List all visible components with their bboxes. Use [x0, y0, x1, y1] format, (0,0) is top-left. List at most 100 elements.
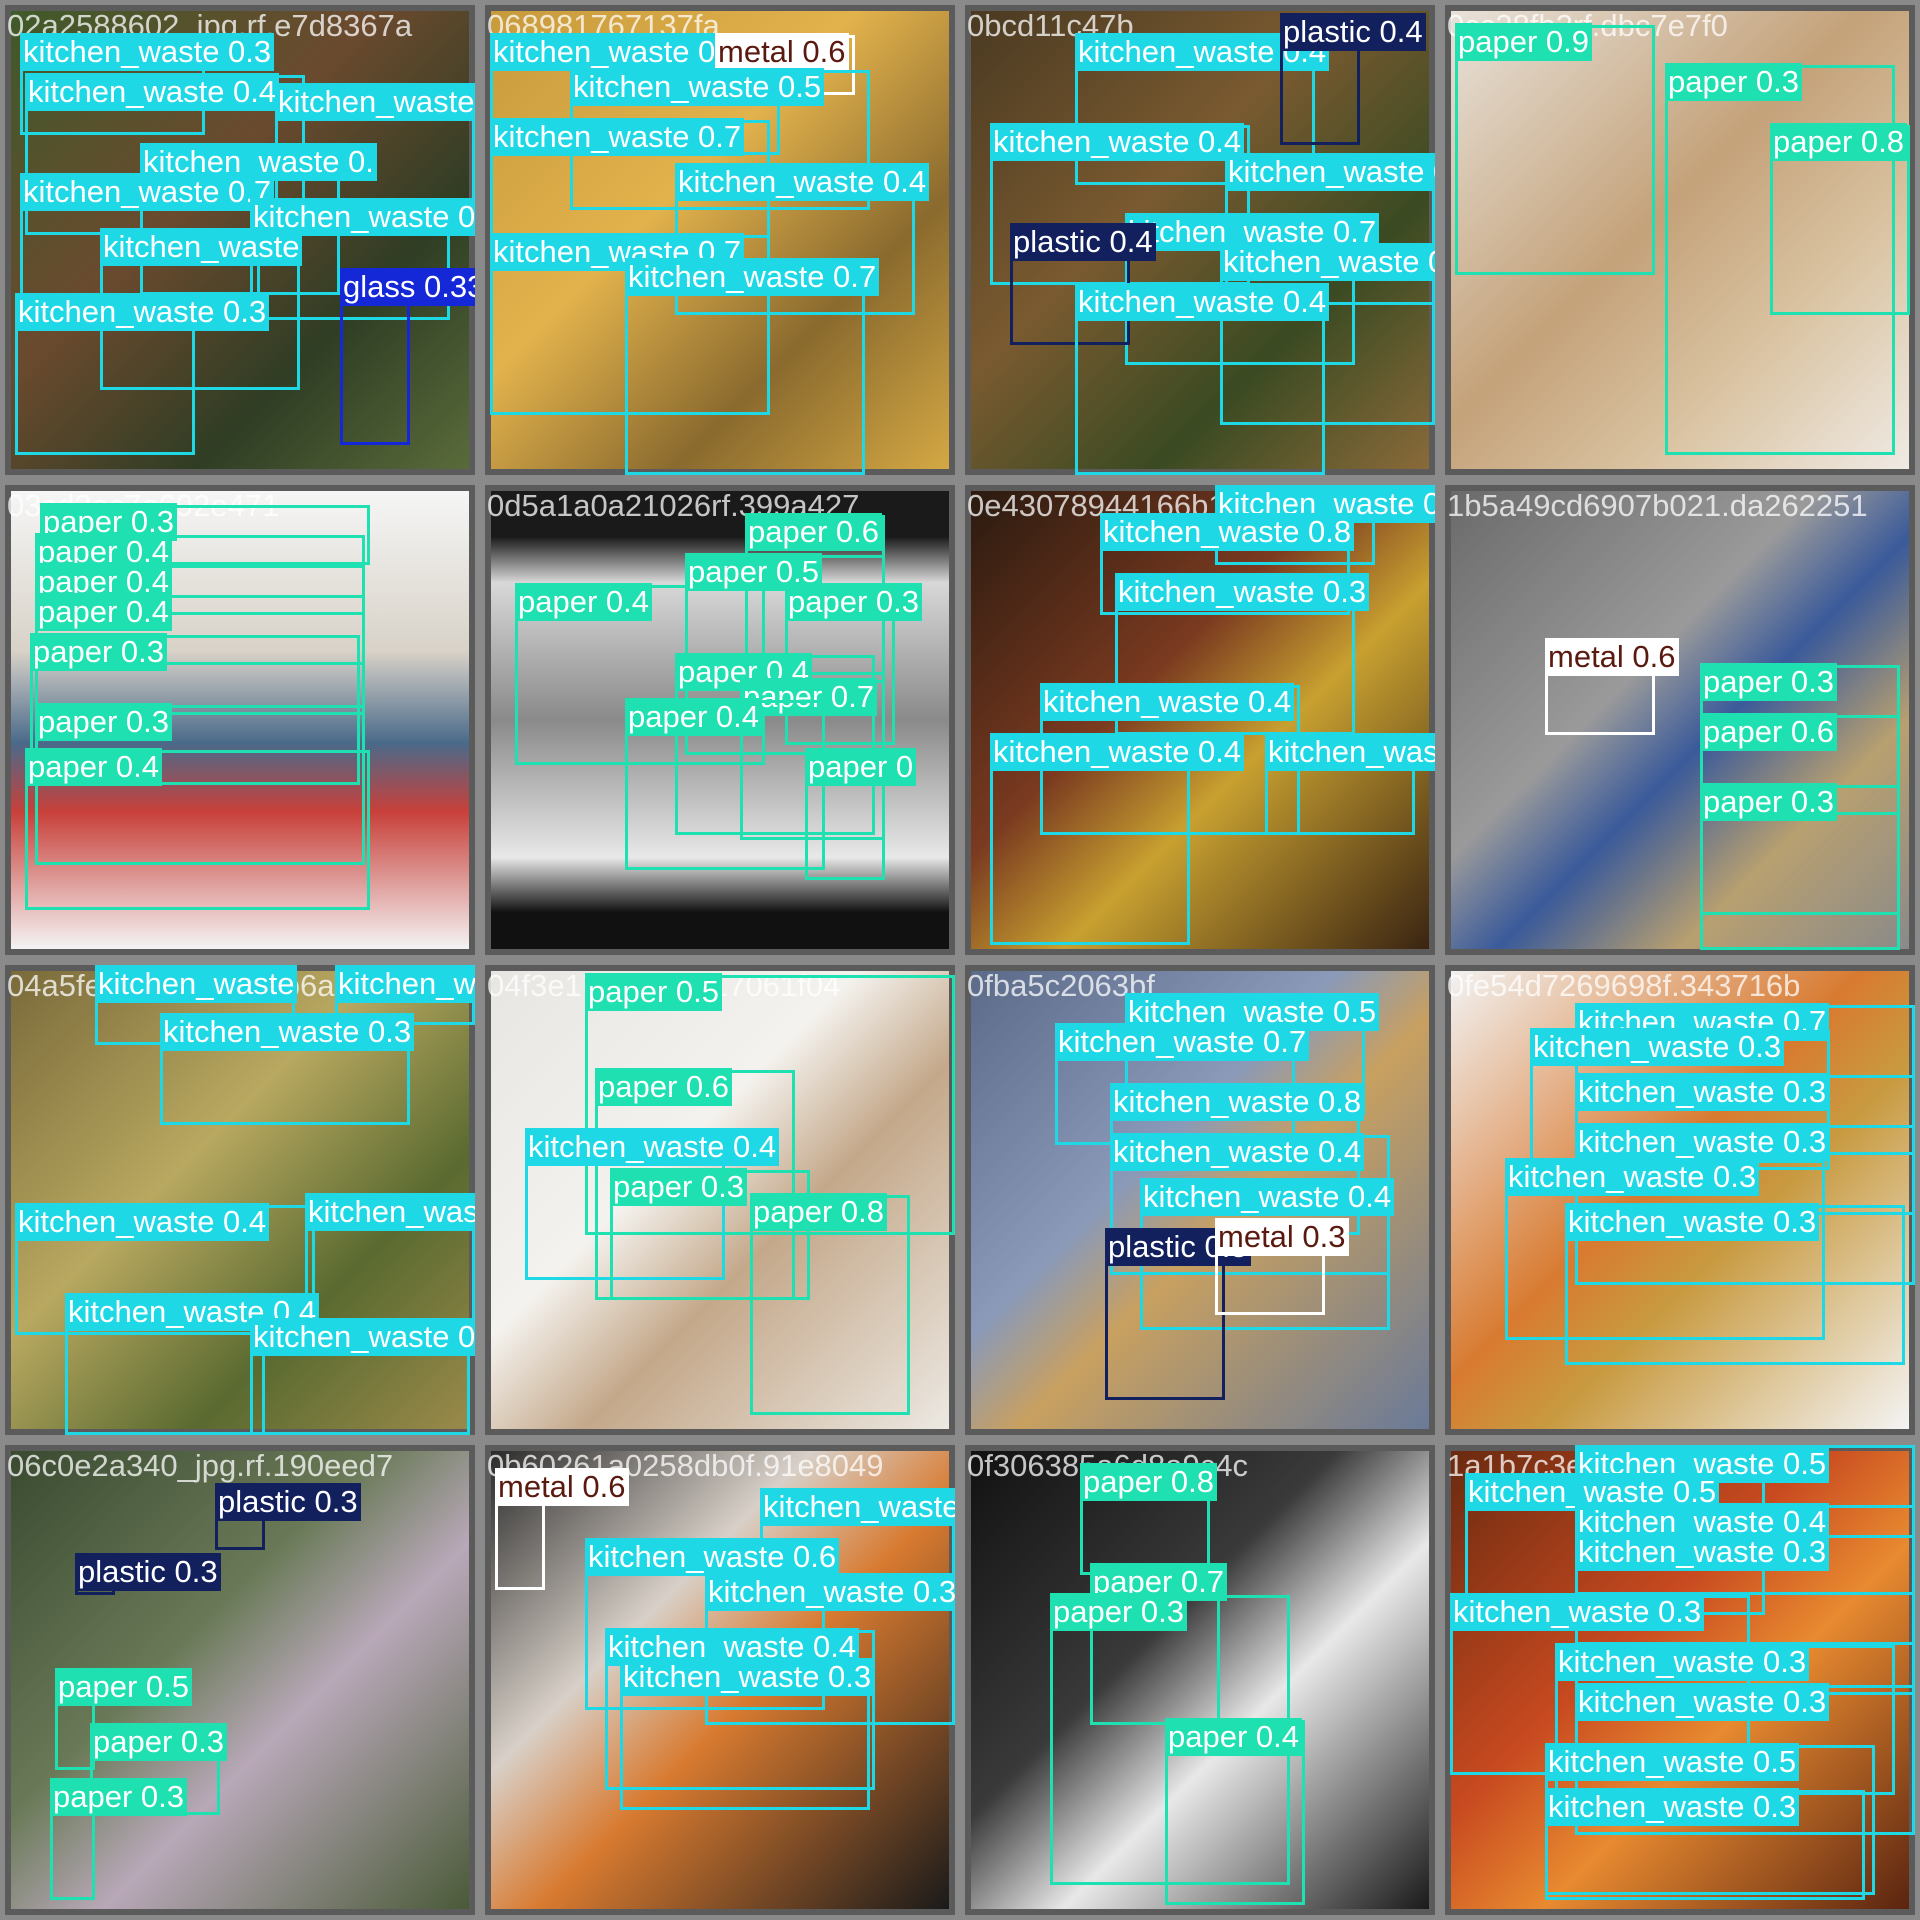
detection-label: glass 0.33	[340, 268, 475, 306]
image-tile: 06c0e2a340_jpg.rf.190eed7 plastic 0.3 plas…	[0, 1440, 480, 1920]
detection-label: kitchen_waste 0.4	[25, 73, 280, 111]
detection-label: paper 0.3	[1700, 783, 1837, 821]
detection-label: kitchen_waste 0.4	[1040, 683, 1295, 721]
detection-box	[1455, 25, 1655, 275]
detection-label: kitchen_waste 0.4	[525, 1128, 780, 1166]
detection-label: kitchen_waste 0.8	[1110, 1083, 1365, 1121]
detection-label: paper 0.8	[1770, 123, 1907, 161]
detection-label: kitchen_waste 0.7	[1055, 1023, 1310, 1061]
detection-label: kitchen_waste 0.3	[250, 1318, 475, 1356]
detection-label: kitchen_waste 0.5	[570, 68, 825, 106]
detection-label: paper 0.3	[50, 1778, 187, 1816]
detection-label: kitchen_waste 0.3	[620, 1658, 875, 1696]
detection-label: paper 0.6	[595, 1068, 732, 1106]
detection-label: kitchen_waste 0.4	[335, 965, 475, 1003]
detection-label: paper 0.9	[1455, 23, 1592, 61]
detection-label: kitchen_waste 0.3	[1575, 1683, 1830, 1721]
detection-label: paper 0.5	[55, 1668, 192, 1706]
detection-label: paper 0.3	[1700, 663, 1837, 701]
detection-label: kitchen_waste 0.7	[490, 33, 745, 71]
detection-label: paper 0.3	[610, 1168, 747, 1206]
detection-label: metal 0.6	[715, 33, 849, 71]
image-tile: 0fba5c2063bf kitchen_waste 0.5 kitchen_was…	[960, 960, 1440, 1440]
tile-filename: 1b5a49cd6907b021.da262251	[1447, 488, 1868, 523]
detection-label: kitchen_waste 0.4	[675, 163, 930, 201]
detection-label: kitchen_waste 0.3	[1115, 573, 1370, 611]
tile-filename: 06c0e2a340_jpg.rf.190eed7	[7, 1448, 394, 1483]
detection-label: kitchen_waste 0.3	[1565, 1203, 1820, 1241]
detection-label: paper 0.3	[35, 703, 172, 741]
detection-label: kitchen_waste 0.5	[1545, 1743, 1800, 1781]
detection-label: kitchen_waste 0.7	[250, 198, 475, 236]
detection-label: paper 0.5	[585, 973, 722, 1011]
image-tile: 068981767137fa kitchen_waste 0.7 metal 0.6…	[480, 0, 960, 480]
detection-label: kitchen_waste 0.7	[20, 173, 275, 211]
detection-label: kitchen_waste 0.3	[1225, 153, 1435, 191]
detection-label: kitchen_waste 0.3	[20, 33, 275, 71]
detection-label: plastic 0.3	[75, 1553, 221, 1591]
detection-label: metal 0.3	[1215, 1218, 1349, 1256]
detection-label: kitchen_waste 0.3	[1505, 1158, 1760, 1196]
detection-label: paper 0.3	[90, 1723, 227, 1761]
detection-label: paper 0.4	[35, 593, 172, 631]
tile-filename: 0fba5c2063bf	[967, 968, 1155, 1003]
detection-label: kitchen_waste 0.5	[760, 1488, 955, 1526]
detection-label: paper 0.4	[1165, 1718, 1302, 1756]
image-tile: 1b5a49cd6907b021.da262251 metal 0.6 paper …	[1440, 480, 1920, 960]
detection-label: kitchen_waste 0.3	[15, 293, 270, 331]
detection-box	[25, 750, 370, 910]
tile-filename: 0fe54d7269698f.343716b	[1447, 968, 1801, 1003]
detection-label: plastic 0.4	[1280, 13, 1426, 51]
image-tile: 02a2588602_jpg.rf.e7d8367a kitchen_waste …	[0, 0, 480, 480]
detection-label: kitchen_waste 0.3	[1450, 1593, 1705, 1631]
detection-label: metal 0.6	[1545, 638, 1679, 676]
detection-label: kitchen_waste 0.3	[1545, 1788, 1800, 1826]
detection-label: kitchen_waste 0.4	[15, 1203, 270, 1241]
detection-label: kitchen_waste 0.3	[160, 1013, 415, 1051]
detection-box	[585, 975, 955, 1235]
detection-label: kitchen_waste 0.4	[990, 123, 1245, 161]
detection-label: paper 0.8	[1080, 1463, 1217, 1501]
detection-label: plastic 0.4	[1010, 223, 1156, 261]
detection-label: paper 0.3	[1665, 63, 1802, 101]
image-tile: 04a5fe71ae_jpg.rf.7b6akitchen_wastekitch…	[0, 960, 480, 1440]
detection-label: kitchen_waste 0.5	[305, 1193, 475, 1231]
tile-photo	[971, 1451, 1429, 1909]
detection-label: paper 0.4	[515, 583, 652, 621]
detection-label: paper 0.3	[30, 633, 167, 671]
image-tile: 0d5a1a0a21026rf.399a427 paper 0.6 paper 0.…	[480, 480, 960, 960]
detection-label: paper 0.4	[25, 748, 162, 786]
detection-label: paper 0.8	[750, 1193, 887, 1231]
detection-label: kitchen_waste 0.7	[1265, 733, 1435, 771]
detection-label: plastic 0.3	[215, 1483, 361, 1521]
detection-box	[30, 635, 360, 785]
detection-label: kitchen_waste 0.3	[1555, 1643, 1810, 1681]
detection-label: kitchen_waste 0.3	[1575, 1123, 1830, 1161]
detection-label: paper 0.4	[625, 698, 762, 736]
detection-label: kitchen_waste 0.8	[1100, 513, 1355, 551]
detection-label: kitchen_waste 0.3	[1530, 1028, 1785, 1066]
detection-label: kitchen_waste 0.4	[1140, 1178, 1395, 1216]
detection-label: kitchen_waste 0.3	[1575, 1073, 1830, 1111]
detection-label: paper 0.6	[1700, 713, 1837, 751]
detection-label: metal 0.6	[495, 1468, 629, 1506]
detection-label: paper 0.7	[740, 678, 877, 716]
detection-label: kitchen_waste 0.4	[1075, 283, 1330, 321]
detection-label: paper 0.6	[745, 513, 882, 551]
detection-label: kitchen_waste	[95, 965, 298, 1003]
detection-label: kitchen_waste	[100, 228, 303, 266]
image-tile: 0b60261a0258db0f.91e8049 metal 0.6 kitchen…	[480, 1440, 960, 1920]
detection-label: kitchen_waste 0.3	[705, 1573, 955, 1611]
image-tile: 0bcd11c47b kitchen_waste 0.4 plastic 0.4 ki…	[960, 0, 1440, 480]
detection-label: paper 0.3	[1050, 1593, 1187, 1631]
detection-label: kitchen_waste 0.4	[990, 733, 1245, 771]
image-tile: 0fe54d7269698f.343716b kitchen_waste 0.7 k…	[1440, 960, 1920, 1440]
detection-label: kitchen_waste 0.7	[625, 258, 880, 296]
detection-label: kitchen_waste 0.4	[1110, 1133, 1365, 1171]
detection-label: paper 0	[805, 748, 917, 786]
